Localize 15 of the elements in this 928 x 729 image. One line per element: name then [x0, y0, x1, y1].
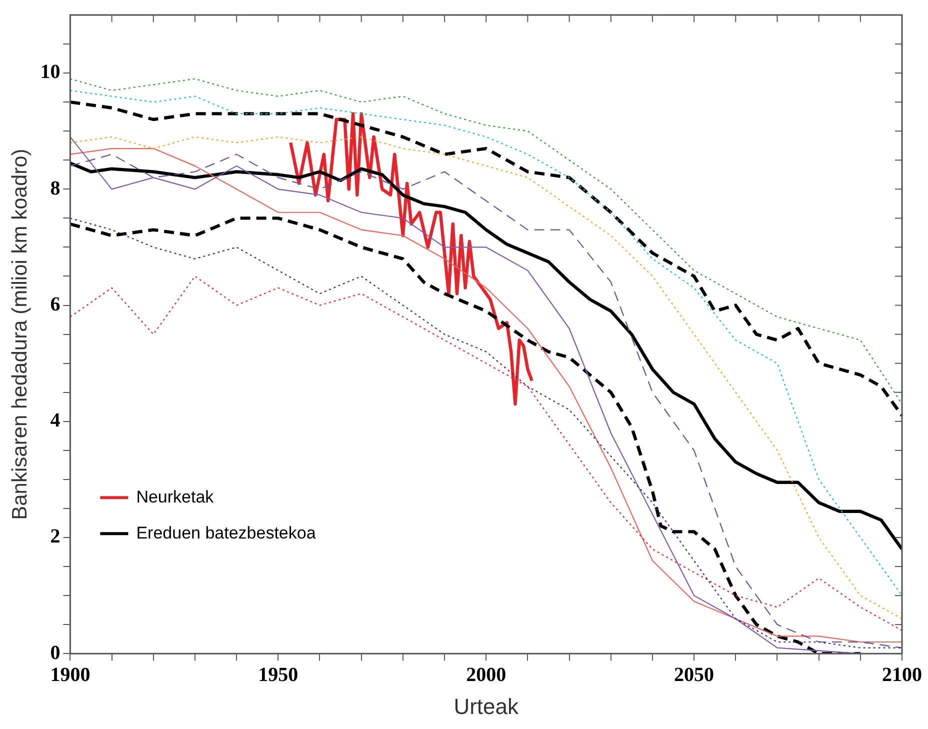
legend-label: Neurketak — [136, 487, 214, 506]
y-tick-label: 4 — [50, 410, 60, 432]
x-tick-label: 1900 — [50, 664, 90, 686]
y-tick-label: 8 — [50, 177, 60, 200]
x-axis-title: Urteak — [454, 694, 520, 719]
y-tick-label: 6 — [50, 293, 60, 316]
y-tick-label: 2 — [50, 526, 60, 548]
y-tick-label: 10 — [40, 61, 60, 84]
x-tick-label: 2100 — [882, 664, 922, 686]
x-tick-label: 1950 — [258, 664, 298, 686]
y-tick-label: 0 — [50, 642, 60, 664]
x-tick-label: 2000 — [466, 664, 506, 686]
x-tick-label: 2050 — [674, 664, 714, 686]
y-axis-title: Bankisaren hedadura (milioi km koadro) — [8, 148, 32, 520]
legend-label: Ereduen batezbestekoa — [136, 523, 316, 542]
